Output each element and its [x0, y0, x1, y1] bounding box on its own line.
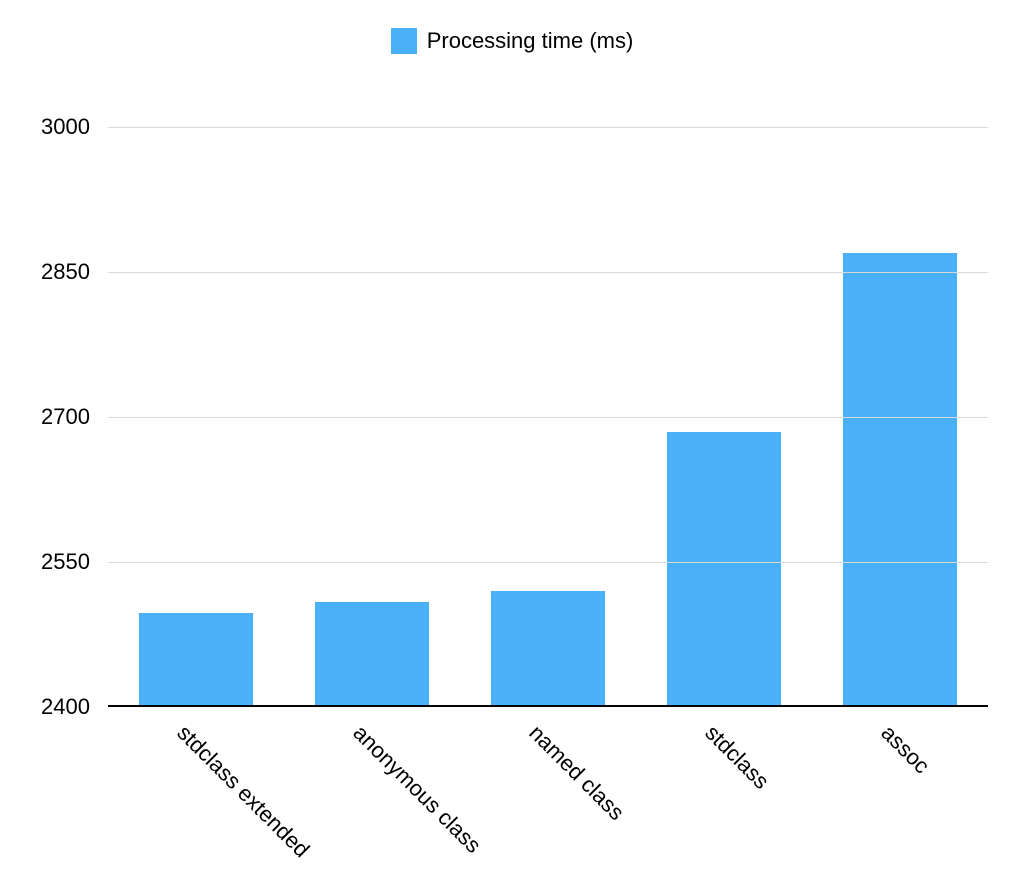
- bar-slot: [284, 127, 460, 705]
- bar-slot: [812, 127, 988, 705]
- y-tick-label: 2550: [41, 549, 108, 575]
- legend-swatch: [391, 28, 417, 54]
- x-axis-labels: stdclass extendedanonymous class named cl…: [108, 720, 988, 880]
- gridline: [108, 417, 988, 418]
- gridline: [108, 127, 988, 128]
- y-tick-label: 3000: [41, 114, 108, 140]
- plot-area: 24002550270028503000: [108, 127, 988, 707]
- x-tick-label: stdclass extended: [172, 720, 315, 863]
- y-tick-label: 2700: [41, 404, 108, 430]
- bar-chart: Processing time (ms) 2400255027002850300…: [0, 0, 1024, 882]
- bar: [139, 613, 253, 705]
- bars-group: [108, 127, 988, 705]
- y-tick-label: 2850: [41, 259, 108, 285]
- bar-slot: [460, 127, 636, 705]
- x-tick-label: anonymous class: [348, 720, 487, 859]
- bar-slot: [108, 127, 284, 705]
- legend-label: Processing time (ms): [427, 28, 634, 54]
- bar: [315, 602, 429, 705]
- gridline: [108, 272, 988, 273]
- bar-slot: [636, 127, 812, 705]
- bar: [667, 432, 781, 705]
- x-tick-label: stdclass: [700, 720, 775, 795]
- chart-legend: Processing time (ms): [0, 28, 1024, 54]
- x-tick-label: named class: [524, 720, 630, 826]
- bar: [843, 253, 957, 705]
- x-tick-label: assoc: [876, 720, 935, 779]
- gridline: [108, 562, 988, 563]
- bar: [491, 591, 605, 705]
- y-tick-label: 2400: [41, 694, 108, 720]
